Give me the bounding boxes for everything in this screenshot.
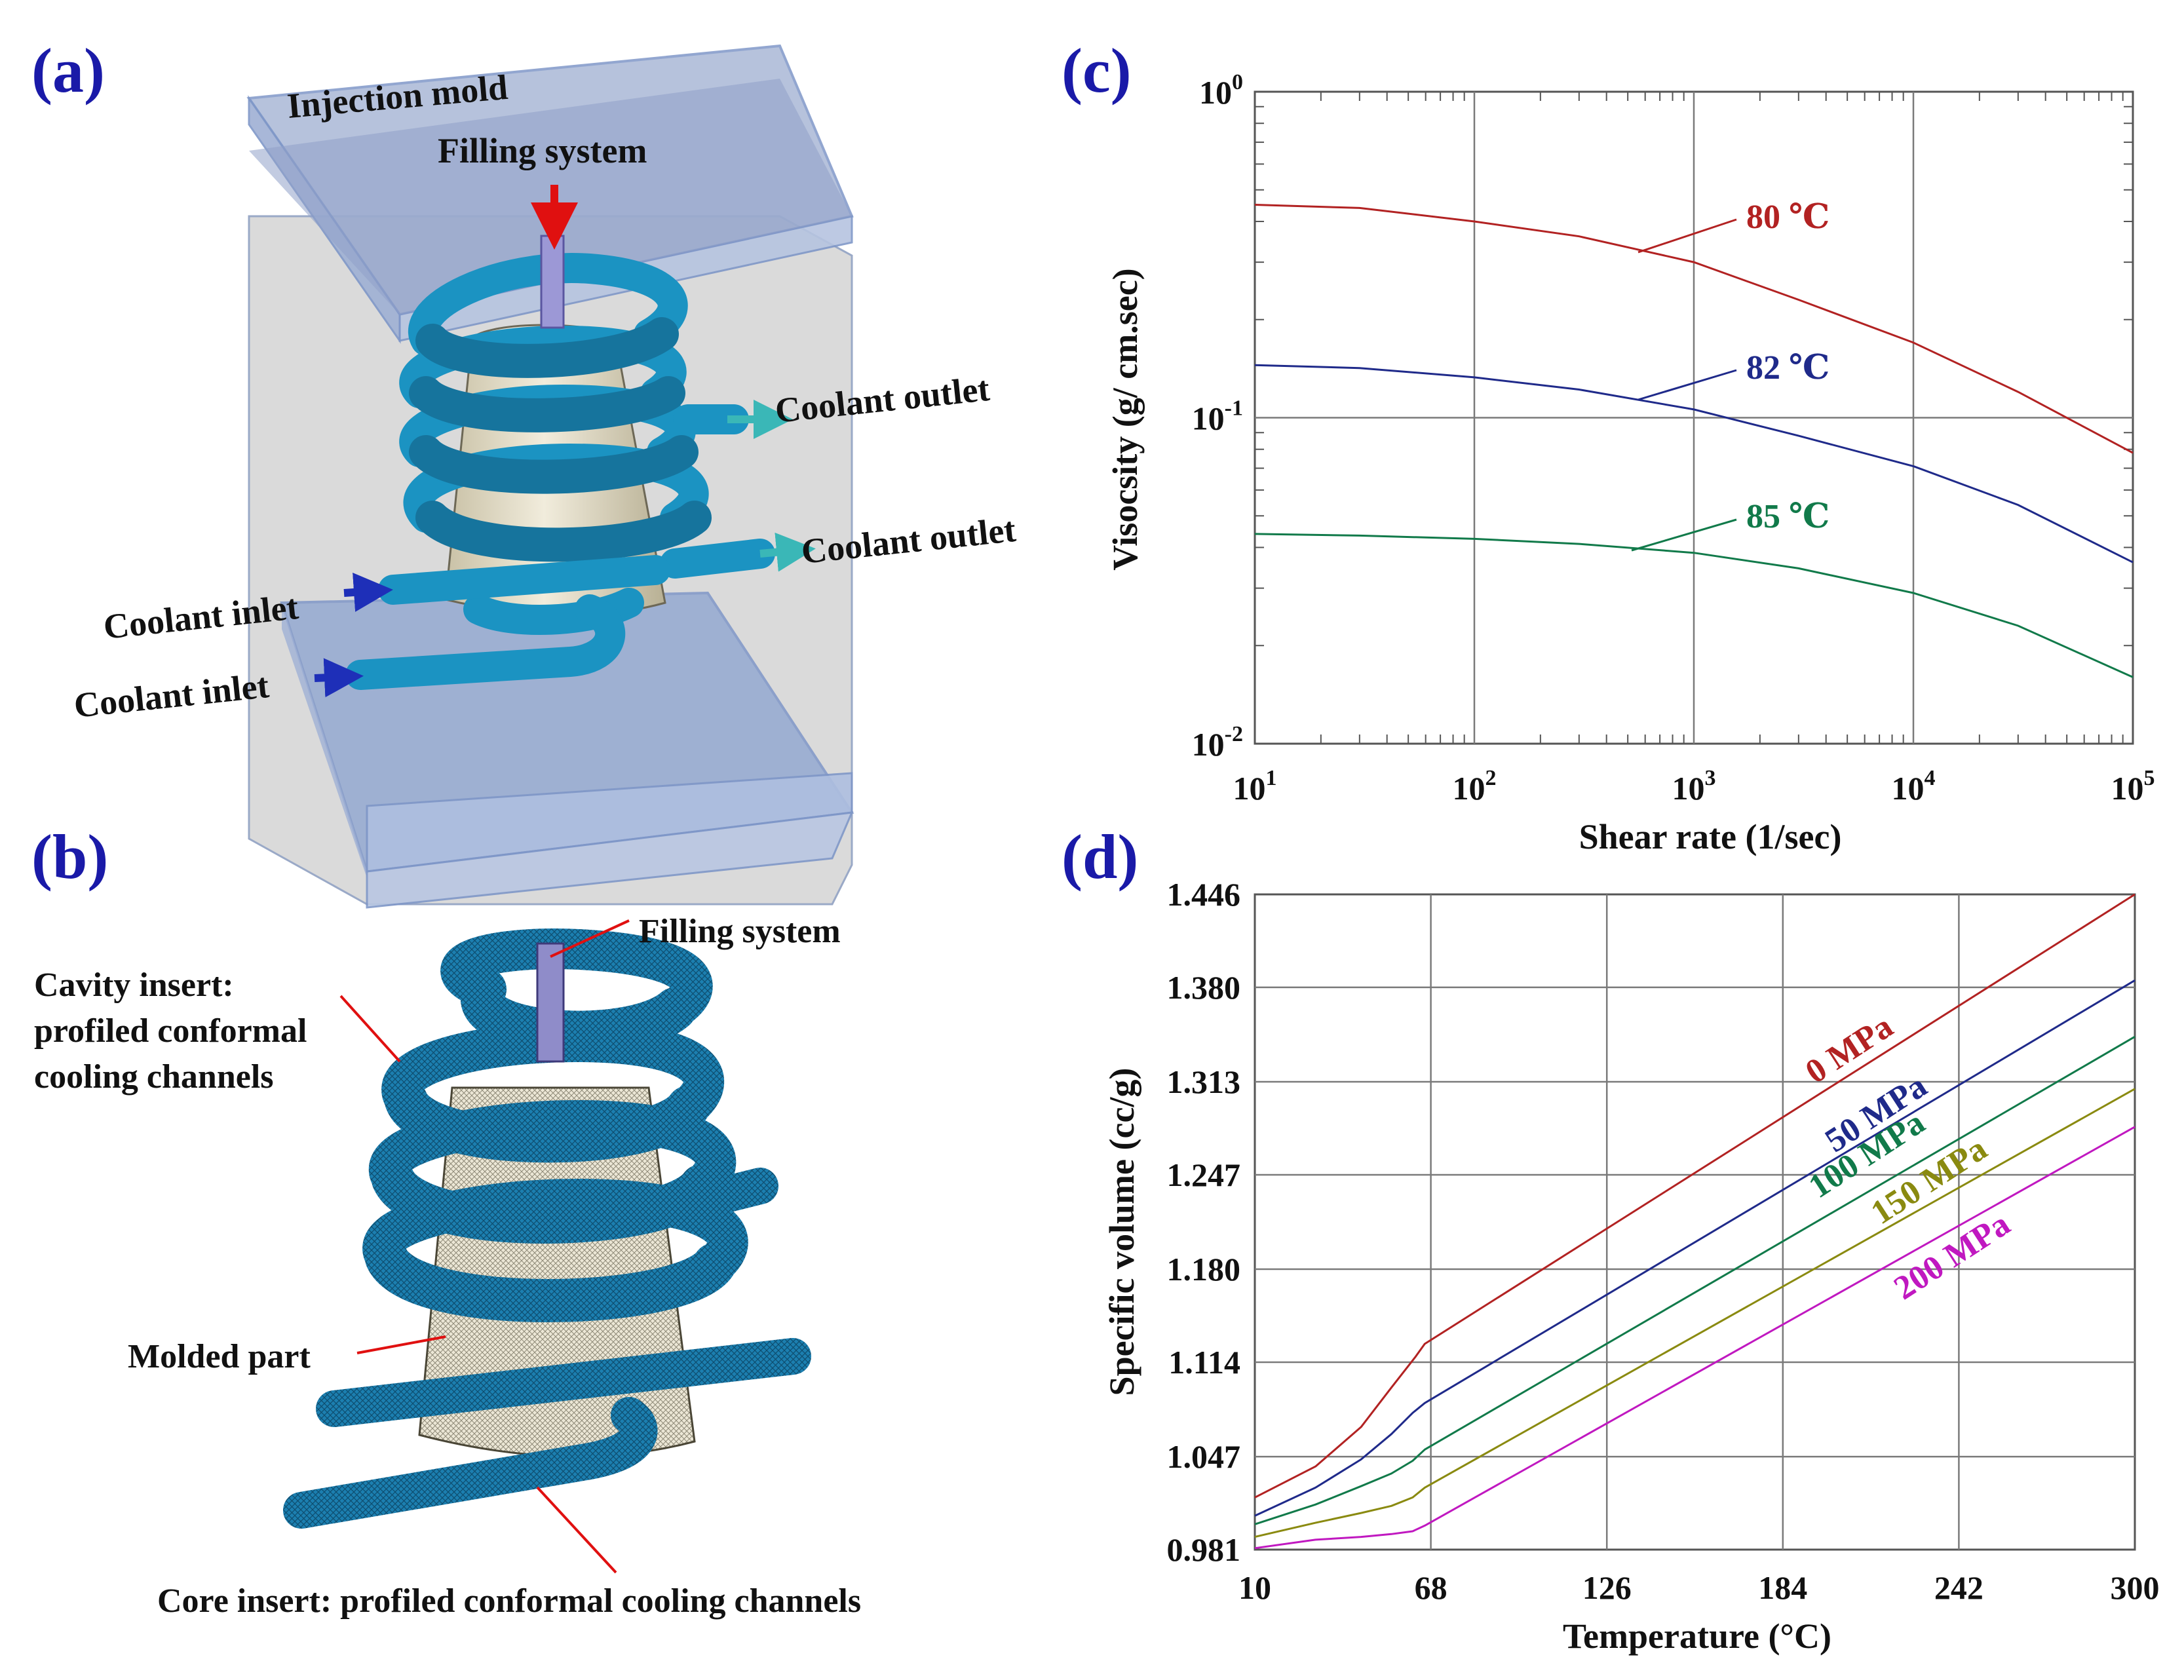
panel-c: (c) 101 102 103 104 105 10-2 10-1 100 80 ℃ 82 ℃… (1062, 35, 2155, 856)
series-leader-85C (1631, 518, 1737, 552)
chart-c-ytick-label: 100 (1199, 70, 1243, 111)
chart-d-ytick-label: 1.180 (1167, 1251, 1241, 1288)
chart-c-ytick-label: 10-2 (1192, 722, 1243, 763)
label-filling-system-a: Filling system (438, 131, 647, 170)
series-label-0MPa: 0 MPa (1799, 1008, 1899, 1091)
chart-c-xtick-label: 103 (1672, 766, 1716, 807)
panel-d-letter: (d) (1062, 822, 1138, 892)
chart-d-xlabel: Temperature (°C) (1563, 1616, 1831, 1656)
chart-viscosity: 101 102 103 104 105 10-2 10-1 100 (1192, 70, 2155, 807)
label-coolant-inlet-2: Coolant inlet (72, 666, 271, 725)
series-label-82C: 82 ℃ (1746, 349, 1830, 387)
chart-c-xtick-label: 101 (1233, 766, 1277, 807)
label-filling-system-b: Filling system (639, 913, 841, 950)
series-label-200MPa: 200 MPa (1887, 1206, 2016, 1308)
series-leader-80C (1638, 218, 1737, 254)
chart-d-ytick-label: 1.247 (1167, 1156, 1241, 1193)
label-cavity-line1: Cavity insert: (34, 966, 234, 1004)
chart-d-ylabel: Specific volume (cc/g) (1102, 1068, 1141, 1396)
chart-c-ylabel: Visocsity (g/ cm.sec) (1105, 268, 1145, 570)
leader-molded-part (356, 1335, 446, 1354)
cooling-coil-b (283, 928, 811, 1529)
chart-d-xtick-label: 184 (1758, 1569, 1807, 1606)
chart-c-xtick-label: 105 (2111, 766, 2155, 807)
chart-d-xtick-label: 68 (1415, 1569, 1447, 1606)
chart-d-ytick-label: 1.446 (1167, 876, 1241, 913)
chart-d-ytick-label: 1.313 (1167, 1063, 1241, 1100)
chart-c-xtick-label: 102 (1453, 766, 1497, 807)
series-leader-82C (1638, 369, 1737, 401)
label-core-insert: Core insert: profiled conformal cooling … (157, 1582, 861, 1620)
panel-c-letter: (c) (1062, 35, 1132, 105)
chart-c-series-line-0 (1254, 204, 2134, 454)
series-label-85C: 85 ℃ (1746, 498, 1830, 535)
panel-a-letter: (a) (31, 35, 105, 105)
chart-d-ytick-label: 0.981 (1167, 1531, 1241, 1568)
series-label-80C: 80 ℃ (1746, 199, 1830, 236)
chart-d-xtick-label: 242 (1934, 1569, 1983, 1606)
label-molded-part: Molded part (128, 1338, 311, 1375)
chart-d-ytick-label: 1.380 (1167, 969, 1241, 1006)
chart-c-series-line-1 (1254, 364, 2134, 563)
chart-d-xtick-label: 10 (1238, 1569, 1271, 1606)
panel-b-letter: (b) (31, 822, 108, 892)
chart-d-plot-area (1254, 893, 2136, 1551)
chart-d-ytick-label: 1.047 (1167, 1438, 1241, 1475)
chart-c-xlabel: Shear rate (1/sec) (1579, 817, 1842, 856)
sprue-a (540, 235, 565, 329)
label-cavity-line2: profiled conformal (34, 1012, 307, 1050)
chart-d-ytick-label: 1.114 (1168, 1344, 1240, 1381)
chart-d-series-line-4 (1254, 1126, 2136, 1550)
chart-d-xtick-label: 126 (1582, 1569, 1632, 1606)
chart-c-ytick-label: 10-1 (1192, 396, 1243, 437)
leader-filling-b (550, 919, 630, 958)
chart-c-xtick-label: 104 (1892, 766, 1936, 807)
chart-c-series-line-2 (1254, 533, 2134, 678)
leader-cavity (339, 995, 401, 1063)
chart-specific-volume: 10 68 126 184 242 300 0.981 1.047 1.114 1.180 1.24… (1167, 876, 2160, 1606)
panel-d: (d) 10 68 126 184 242 300 0.981 1.047 1.114 1.180… (1062, 822, 2160, 1656)
sprue-b (536, 942, 565, 1063)
chart-d-series-line-2 (1254, 1035, 2136, 1525)
leader-core (536, 1486, 617, 1574)
chart-d-xtick-label: 300 (2111, 1569, 2160, 1606)
panel-a: (a) (31, 35, 1018, 909)
label-cavity-line3: cooling channels (34, 1058, 274, 1096)
chart-d-series-line-3 (1254, 1088, 2136, 1538)
cooling-coil-a (314, 253, 816, 698)
panel-b: (b) Filling system Cavity i (31, 822, 861, 1620)
chart-d-series-line-0 (1254, 893, 2136, 1499)
chart-d-series-line-1 (1254, 979, 2136, 1517)
